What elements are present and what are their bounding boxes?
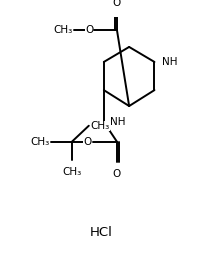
Text: CH₃: CH₃ [91,121,110,131]
Text: O: O [83,137,92,147]
Text: O: O [113,169,121,179]
Text: O: O [85,25,94,35]
Text: CH₃: CH₃ [54,25,73,35]
Text: CH₃: CH₃ [30,137,49,147]
Text: O: O [113,0,121,8]
Text: CH₃: CH₃ [62,167,82,177]
Text: NH: NH [162,57,178,67]
Text: NH: NH [110,117,126,127]
Text: HCl: HCl [89,226,113,239]
